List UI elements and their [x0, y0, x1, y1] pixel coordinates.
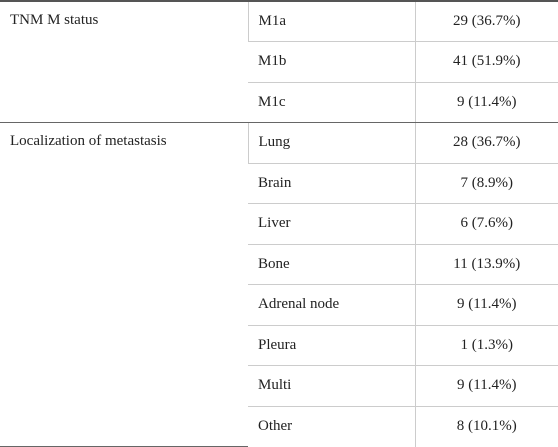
table-row: Localization of metastasis Lung 28 (36.7%): [0, 122, 558, 447]
row-label: Bone: [248, 244, 415, 285]
table-row: M1c 9 (11.4%): [0, 82, 558, 123]
table-row: Other 8 (10.1%): [0, 406, 558, 447]
row-label: Brain: [248, 163, 415, 204]
table-row: TNM M status M1a 29 (36.7%): [0, 1, 558, 123]
row-value: 1 (1.3%): [414, 325, 558, 366]
table-row: Adrenal node 9 (11.4%): [0, 284, 558, 326]
row-label: M1a: [247, 1, 415, 42]
group-label: TNM M status: [0, 1, 248, 123]
row-value: 7 (8.9%): [414, 163, 558, 204]
row-label: Lung: [247, 122, 415, 164]
row-label: Pleura: [248, 325, 415, 366]
row-value: 9 (11.4%): [414, 82, 558, 123]
row-label: M1c: [248, 82, 415, 123]
table-row: Multi 9 (11.4%): [0, 365, 558, 407]
row-value: 28 (36.7%): [414, 122, 558, 164]
table-row: M1b 41 (51.9%): [0, 41, 558, 83]
row-value: 6 (7.6%): [414, 203, 558, 245]
row-label: Other: [258, 418, 293, 434]
group-label: Localization of metastasis: [0, 122, 248, 447]
row-label: Adrenal node: [248, 284, 415, 326]
table-row: Liver 6 (7.6%): [0, 203, 558, 245]
row-label: Multi: [248, 365, 415, 407]
row-label: Liver: [248, 203, 415, 245]
table-row: Bone 11 (13.9%): [0, 244, 558, 285]
row-value: 11 (13.9%): [414, 244, 558, 285]
row-label: M1b: [248, 41, 415, 83]
row-value: 9 (11.4%): [414, 365, 558, 407]
row-value: 29 (36.7%): [414, 1, 558, 42]
row-value: 9 (11.4%): [414, 284, 558, 326]
table-row: Brain 7 (8.9%): [0, 163, 558, 204]
row-value: 8 (10.1%): [414, 406, 558, 447]
row-value: 41 (51.9%): [414, 41, 558, 83]
table-row: Pleura 1 (1.3%): [0, 325, 558, 366]
